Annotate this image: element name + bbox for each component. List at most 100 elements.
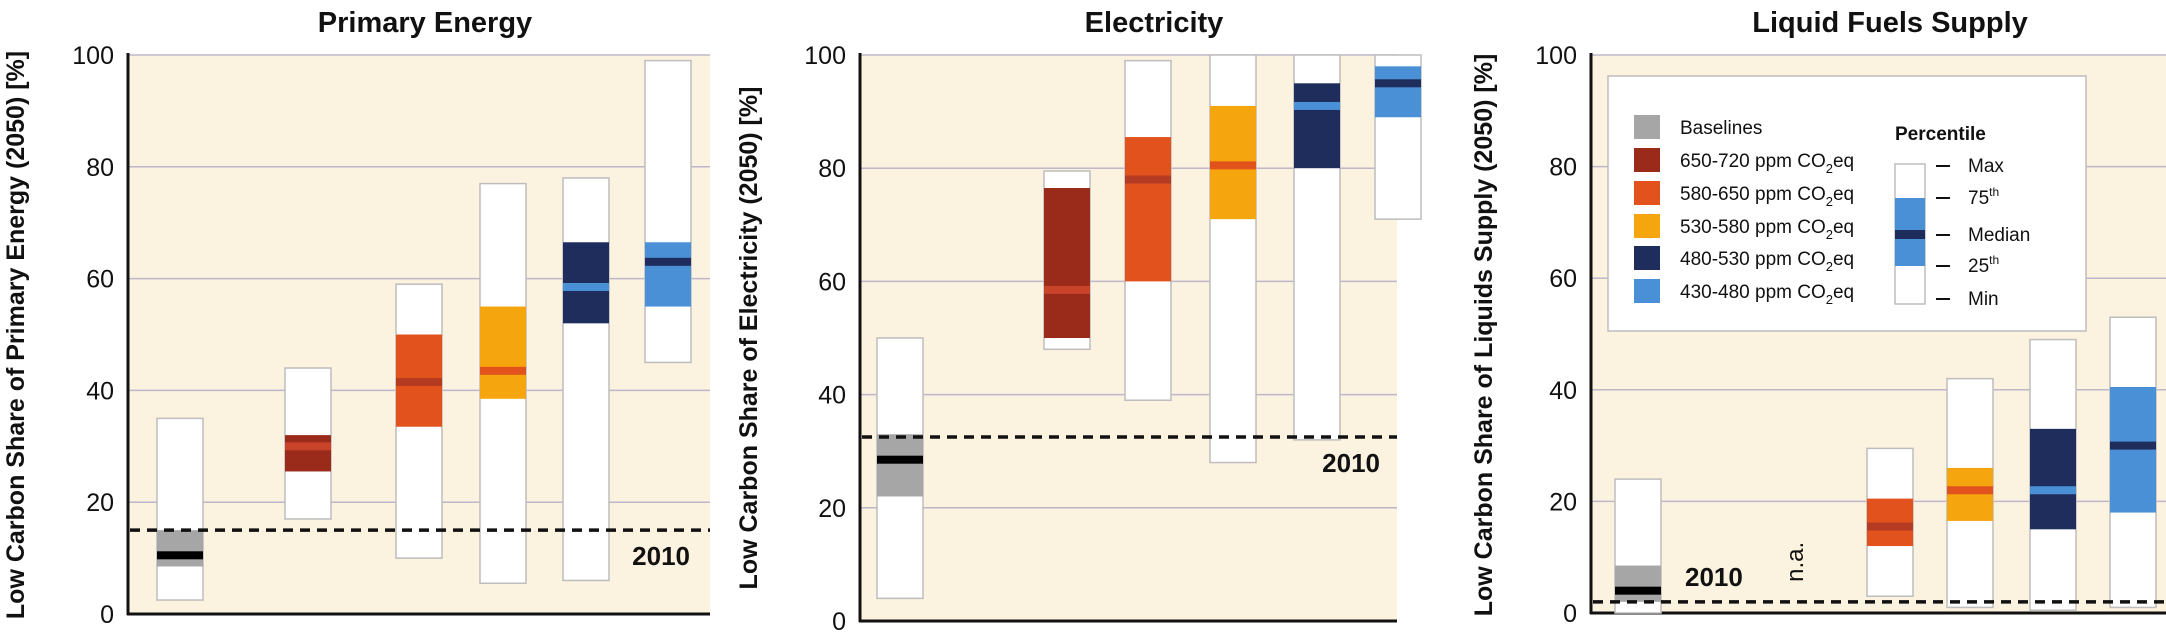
iqr-bar: [1125, 137, 1171, 282]
reference-label: 2010: [632, 541, 690, 571]
legend-label: Baselines: [1680, 118, 1762, 139]
legend-swatch: [1634, 148, 1660, 172]
median-line: [480, 366, 526, 375]
chart-title: Electricity: [1085, 7, 1224, 39]
na-label: n.a.: [1782, 542, 1809, 582]
range-bar: [156, 417, 204, 601]
box-6: [1374, 54, 1422, 220]
y-tick-label: 60: [86, 266, 114, 294]
legend-label: 650-720 ppm CO2eq: [1680, 151, 1854, 176]
y-tick-label: 0: [100, 601, 114, 629]
y-tick-label: 20: [818, 495, 846, 523]
iqr-bar: [2030, 428, 2076, 530]
legend-p75-label: 75th: [1968, 185, 1999, 209]
chart-title: Primary Energy: [318, 7, 532, 39]
box-3: [1124, 59, 1172, 402]
median-line: [396, 378, 442, 387]
median-line: [1125, 175, 1171, 184]
y-axis-label: Low Carbon Share of Electricity (2050) […: [735, 87, 763, 590]
y-tick-label: 60: [818, 268, 846, 296]
legend: Baselines 650-720 ppm CO2eq 580-650 ppm CO…: [1607, 75, 2087, 332]
reference-label: 2010: [1322, 448, 1380, 478]
box-4: [1946, 377, 1994, 609]
box-4: [1209, 54, 1257, 464]
range-bar: [644, 59, 692, 364]
iqr-bar: [1375, 66, 1421, 118]
y-axis-label: Low Carbon Share of Primary Energy (2050…: [2, 51, 30, 619]
y-tick-label: 40: [818, 382, 846, 410]
iqr-bar: [1615, 565, 1661, 602]
legend-label: 580-650 ppm CO2eq: [1680, 184, 1854, 209]
legend-frame: [1607, 75, 2087, 332]
legend-item: 480-530 ppm CO2eq: [1634, 246, 1854, 274]
legend-label: 430-480 ppm CO2eq: [1680, 282, 1854, 307]
y-tick-label: 100: [804, 42, 846, 70]
y-tick-label: 20: [1549, 488, 1577, 516]
legend-swatch: [1634, 115, 1660, 139]
y-tick-label: 20: [86, 489, 114, 517]
median-line: [2030, 486, 2076, 495]
y-tick-label: 80: [818, 155, 846, 183]
iqr-bar: [877, 434, 923, 497]
iqr-bar: [1294, 83, 1340, 169]
legend-item: 430-480 ppm CO2eq: [1634, 279, 1854, 307]
iqr-bar: [157, 530, 203, 567]
legend-item: 530-580 ppm CO2eq: [1634, 214, 1854, 242]
box-5: [562, 177, 610, 582]
legend-swatch: [1634, 246, 1660, 270]
median-line: [1615, 586, 1661, 595]
legend-median-label: Median: [1968, 225, 2030, 246]
iqr-bar: [1867, 498, 1913, 547]
legend-min-label: Min: [1968, 289, 1999, 310]
y-tick-label: 100: [1535, 42, 1577, 70]
legend-percentile-title: Percentile: [1895, 124, 1986, 145]
y-tick-label: 80: [1549, 154, 1577, 182]
y-tick-label: 80: [86, 154, 114, 182]
median-line: [285, 442, 331, 451]
legend-percentile-box: [1894, 163, 1926, 305]
y-tick-label: 40: [86, 377, 114, 405]
legend-items: Baselines 650-720 ppm CO2eq 580-650 ppm CO…: [1634, 115, 1854, 307]
y-axis-label: Low Carbon Share of Liquids Supply (2050…: [1470, 54, 1498, 617]
legend-swatch: [1634, 181, 1660, 205]
box-1: [156, 417, 204, 601]
median-line: [157, 551, 203, 560]
legend-item: 650-720 ppm CO2eq: [1634, 148, 1854, 176]
iqr-bar: [645, 242, 691, 307]
box-1: [876, 337, 924, 600]
iqr-bar: [1044, 188, 1090, 338]
median-line: [1294, 101, 1340, 110]
legend-max-label: Max: [1968, 156, 2004, 177]
legend-item: 580-650 ppm CO2eq: [1634, 181, 1854, 209]
legend-percentile-labels: Max 75th Median 25th Min: [1936, 156, 2030, 310]
box-3: [395, 283, 443, 559]
box-1: [1614, 478, 1662, 614]
legend-swatch: [1634, 279, 1660, 303]
iqr-bar: [1947, 467, 1993, 521]
median-line: [1044, 285, 1090, 294]
legend-item: Baselines: [1634, 115, 1762, 139]
y-tick-label: 0: [832, 608, 846, 636]
reference-label: 2010: [1685, 562, 1743, 592]
median-line: [1947, 486, 1993, 495]
median-line: [563, 282, 609, 291]
range-bar: [562, 177, 610, 582]
chart-title: Liquid Fuels Supply: [1752, 7, 2028, 39]
median-line: [2110, 441, 2156, 450]
chart-panels: Primary Energy Low Carbon Share of Primar…: [2, 7, 2166, 636]
y-tick-label: 100: [72, 42, 114, 70]
box-5: [2029, 338, 2077, 611]
box-2: [1043, 170, 1091, 351]
median-line: [1867, 522, 1913, 531]
y-tick-label: 0: [1563, 600, 1577, 628]
box-6: [644, 59, 692, 364]
legend-label: 530-580 ppm CO2eq: [1680, 217, 1854, 242]
median-line: [1210, 161, 1256, 170]
panel-1: Primary Energy Low Carbon Share of Primar…: [2, 7, 710, 629]
panel-2: Electricity Low Carbon Share of Electrici…: [735, 7, 1422, 636]
iqr-bar: [480, 306, 526, 399]
box-6: [2109, 316, 2157, 609]
iqr-bar: [2110, 387, 2156, 513]
y-tick-label: 60: [1549, 265, 1577, 293]
